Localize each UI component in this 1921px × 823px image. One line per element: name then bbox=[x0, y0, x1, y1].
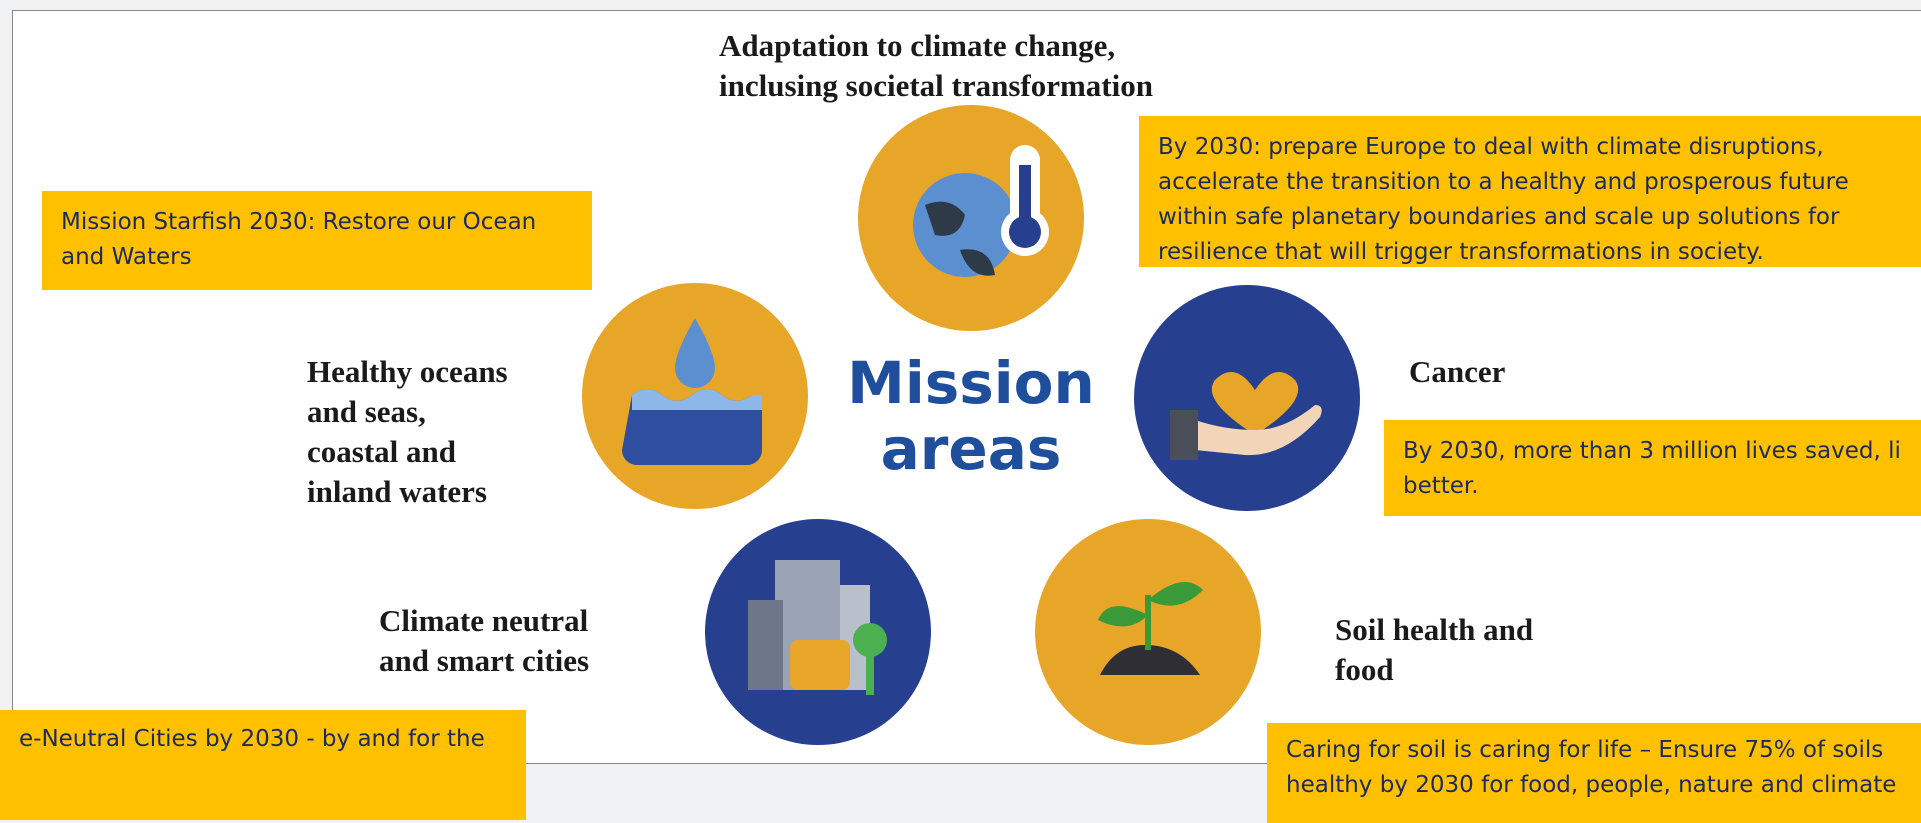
text-line: within safe planetary boundaries and sca… bbox=[1158, 204, 1840, 230]
center-label: Mission areas bbox=[821, 350, 1121, 482]
trunk bbox=[866, 650, 874, 695]
text-line: healthy by 2030 for food, people, nature… bbox=[1286, 772, 1897, 798]
text-line: Soil health and bbox=[1335, 612, 1534, 647]
tram bbox=[790, 640, 850, 690]
text-line: accelerate the transition to a healthy a… bbox=[1158, 169, 1849, 195]
text-line: and smart cities bbox=[379, 643, 590, 678]
wave bbox=[632, 389, 762, 410]
globe bbox=[913, 173, 1017, 277]
land bbox=[925, 201, 995, 276]
text-line: inland waters bbox=[307, 474, 487, 509]
callout: e-Neutral Cities by 2030 - by and for th… bbox=[0, 710, 526, 820]
text-line: areas bbox=[880, 415, 1062, 483]
callout: By 2030: prepare Europe to deal with cli… bbox=[1139, 116, 1921, 267]
callout: By 2030, more than 3 million lives saved… bbox=[1384, 420, 1921, 516]
callout: Caring for soil is caring for life – Ens… bbox=[1267, 723, 1921, 823]
text-line: Mission bbox=[847, 349, 1095, 417]
text-line: Mission Starfish 2030: Restore our Ocean bbox=[61, 209, 537, 235]
text-line: better. bbox=[1403, 473, 1479, 499]
building bbox=[748, 600, 783, 690]
drop bbox=[675, 318, 715, 388]
mercury bbox=[1019, 165, 1031, 230]
text-line: Caring for soil is caring for life – Ens… bbox=[1286, 737, 1884, 763]
area-label: Climate neutral and smart cities bbox=[379, 601, 589, 681]
area-label: Adaptation to climate change, inclusing s… bbox=[719, 26, 1153, 106]
text-line: By 2030, more than 3 million lives saved… bbox=[1403, 438, 1901, 464]
text-line: coastal and bbox=[307, 434, 456, 469]
page: Mission areas Adaptation to climate chang… bbox=[0, 10, 1921, 823]
text-line: resilience that will trigger transformat… bbox=[1158, 239, 1764, 265]
text-line: e-Neutral Cities by 2030 - by and for th… bbox=[19, 726, 485, 752]
sleeve bbox=[1170, 410, 1198, 460]
text-line: Healthy oceans bbox=[307, 354, 508, 389]
text-line: food bbox=[1335, 652, 1394, 687]
icons bbox=[582, 105, 1360, 745]
text-line: Adaptation to climate change, bbox=[719, 28, 1116, 63]
bulb-fill bbox=[1009, 216, 1041, 248]
callout: Mission Starfish 2030: Restore our Ocean… bbox=[42, 191, 592, 290]
text-line: Cancer bbox=[1409, 354, 1506, 389]
area-label: Soil health and food bbox=[1335, 610, 1533, 690]
soil bbox=[1100, 645, 1200, 675]
area-label: Healthy oceans and seas, coastal and inland… bbox=[307, 352, 508, 512]
hand bbox=[1195, 405, 1322, 456]
leaves bbox=[1098, 582, 1203, 627]
area-label: Cancer bbox=[1409, 352, 1505, 392]
text-line: By 2030: prepare Europe to deal with cli… bbox=[1158, 134, 1824, 160]
text-line: Climate neutral bbox=[379, 603, 589, 638]
text-line: inclusing societal transformation bbox=[719, 68, 1153, 103]
heart bbox=[1211, 372, 1299, 435]
text-line: and Waters bbox=[61, 244, 192, 270]
text-line: and seas, bbox=[307, 394, 426, 429]
tree bbox=[853, 623, 887, 657]
